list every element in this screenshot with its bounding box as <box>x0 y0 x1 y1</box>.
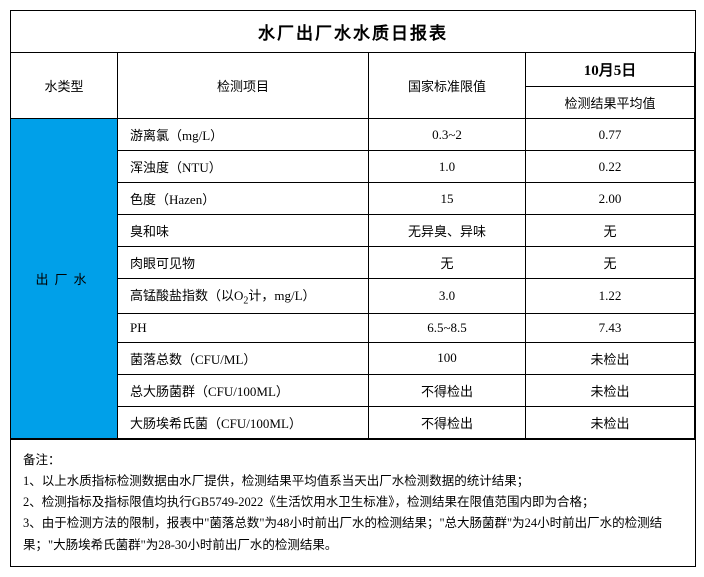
report-container: 水厂出厂水水质日报表 水类型 检测项目 国家标准限值 10月5日 检测结果平均值… <box>10 10 696 567</box>
cell-item: 游离氯（mg/L） <box>118 119 369 151</box>
cell-result: 无 <box>526 247 695 279</box>
cell-result: 7.43 <box>526 313 695 342</box>
water-type-cell: 出厂水 <box>11 119 118 439</box>
cell-item: 高锰酸盐指数（以O2计，mg/L） <box>118 279 369 314</box>
cell-standard: 不得检出 <box>369 406 526 438</box>
note-2: 2、检测指标及指标限值均执行GB5749-2022《生活饮用水卫生标准》，检测结… <box>23 495 595 509</box>
cell-result: 未检出 <box>526 342 695 374</box>
cell-standard: 6.5~8.5 <box>369 313 526 342</box>
cell-standard: 0.3~2 <box>369 119 526 151</box>
cell-result: 未检出 <box>526 406 695 438</box>
cell-result: 2.00 <box>526 183 695 215</box>
table-body: 出厂水游离氯（mg/L）0.3~20.77浑浊度（NTU）1.00.22色度（H… <box>11 119 695 439</box>
cell-result: 1.22 <box>526 279 695 314</box>
cell-standard: 无 <box>369 247 526 279</box>
cell-standard: 3.0 <box>369 279 526 314</box>
cell-item: 色度（Hazen） <box>118 183 369 215</box>
notes-label: 备注： <box>23 453 61 467</box>
header-row-1: 水类型 检测项目 国家标准限值 10月5日 <box>11 53 695 87</box>
cell-result: 无 <box>526 215 695 247</box>
cell-standard: 15 <box>369 183 526 215</box>
cell-standard: 1.0 <box>369 151 526 183</box>
note-1: 1、以上水质指标检测数据由水厂提供，检测结果平均值系当天出厂水检测数据的统计结果… <box>23 474 529 488</box>
cell-result: 未检出 <box>526 374 695 406</box>
cell-item: 大肠埃希氏菌（CFU/100ML） <box>118 406 369 438</box>
data-table: 水类型 检测项目 国家标准限值 10月5日 检测结果平均值 出厂水游离氯（mg/… <box>11 53 695 439</box>
cell-item: 肉眼可见物 <box>118 247 369 279</box>
header-item: 检测项目 <box>118 53 369 119</box>
cell-item: 菌落总数（CFU/ML） <box>118 342 369 374</box>
header-result: 检测结果平均值 <box>526 87 695 119</box>
cell-item: 浑浊度（NTU） <box>118 151 369 183</box>
cell-item: 臭和味 <box>118 215 369 247</box>
cell-standard: 100 <box>369 342 526 374</box>
cell-item: PH <box>118 313 369 342</box>
cell-standard: 不得检出 <box>369 374 526 406</box>
cell-item: 总大肠菌群（CFU/100ML） <box>118 374 369 406</box>
table-row: 出厂水游离氯（mg/L）0.3~20.77 <box>11 119 695 151</box>
cell-result: 0.22 <box>526 151 695 183</box>
report-title: 水厂出厂水水质日报表 <box>11 11 695 53</box>
cell-standard: 无异臭、异味 <box>369 215 526 247</box>
note-3: 3、由于检测方法的限制，报表中"菌落总数"为48小时前出厂水的检测结果；"总大肠… <box>23 516 662 551</box>
cell-result: 0.77 <box>526 119 695 151</box>
header-standard: 国家标准限值 <box>369 53 526 119</box>
header-type: 水类型 <box>11 53 118 119</box>
header-date: 10月5日 <box>526 53 695 87</box>
